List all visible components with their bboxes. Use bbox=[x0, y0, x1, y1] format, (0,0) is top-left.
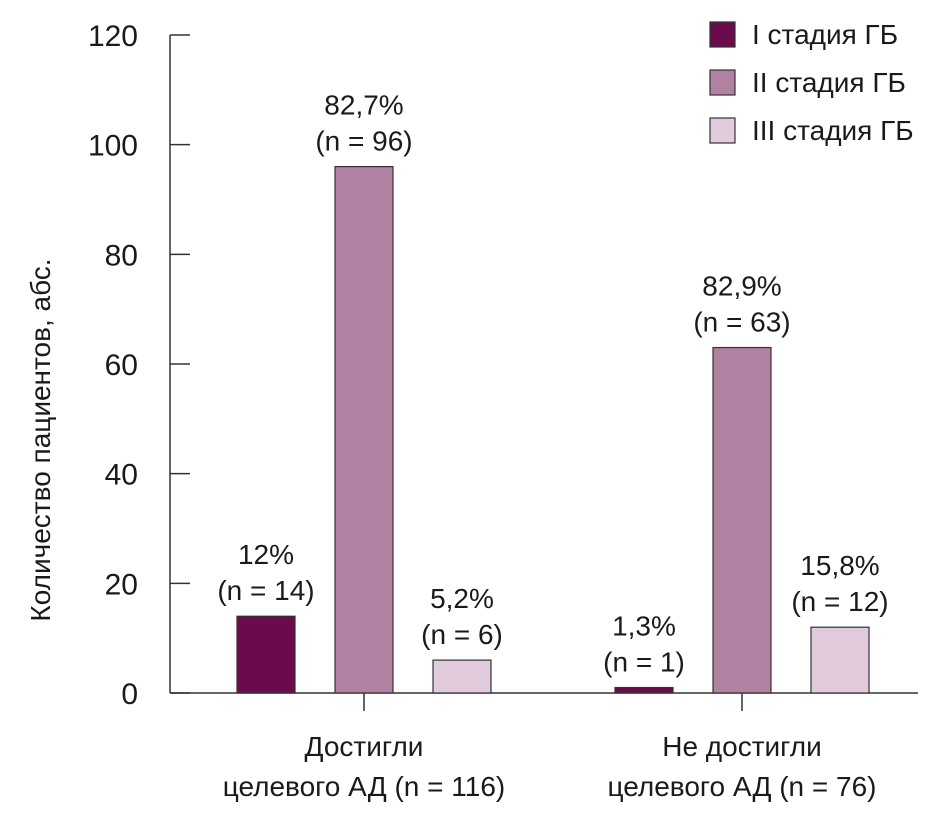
y-tick-label: 120 bbox=[88, 20, 138, 53]
y-tick-label: 60 bbox=[105, 349, 138, 382]
y-tick-label: 80 bbox=[105, 239, 138, 272]
bar-data-label: 82,7% bbox=[324, 90, 403, 121]
legend-label: II стадия ГБ bbox=[752, 67, 906, 98]
bar-data-label: (n = 6) bbox=[421, 619, 503, 650]
x-axis: Достигли целевого АД (n = 116) Не достигли… bbox=[170, 692, 918, 802]
bar-data-label: 15,8% bbox=[800, 550, 879, 581]
bar-data-label: (n = 96) bbox=[315, 126, 412, 157]
x-category-label: целевого АД (n = 76) bbox=[608, 771, 877, 802]
bar-data-label: 12% bbox=[238, 539, 294, 570]
legend: I стадия ГБ II стадия ГБ III стадия ГБ bbox=[709, 19, 914, 146]
x-category-label: Достигли bbox=[305, 731, 424, 762]
bar bbox=[810, 626, 870, 694]
legend-label: I стадия ГБ bbox=[752, 19, 898, 50]
x-category-label: Не достигли bbox=[662, 731, 822, 762]
y-tick-label: 20 bbox=[105, 568, 138, 601]
legend-swatch bbox=[709, 117, 736, 144]
y-tick-label: 100 bbox=[88, 130, 138, 163]
bar-data-label: (n = 14) bbox=[217, 575, 314, 606]
bars bbox=[236, 166, 870, 694]
y-tick-label: 40 bbox=[105, 459, 138, 492]
y-axis-title: Количество пациентов, абс. bbox=[25, 258, 56, 621]
legend-label: III стадия ГБ bbox=[752, 115, 914, 146]
y-tick-label: 0 bbox=[121, 678, 138, 711]
bar bbox=[712, 346, 772, 694]
bar-data-label: (n = 63) bbox=[693, 307, 790, 338]
bar-data-label: 5,2% bbox=[430, 583, 494, 614]
y-axis: 0 20 40 60 80 100 120 bbox=[88, 20, 190, 711]
x-category-label: целевого АД (n = 116) bbox=[223, 771, 505, 802]
bar bbox=[432, 659, 492, 694]
bar-data-label: (n = 1) bbox=[603, 647, 685, 678]
bar bbox=[334, 166, 394, 694]
legend-swatch bbox=[709, 21, 736, 48]
bar bbox=[236, 615, 296, 694]
legend-swatch bbox=[709, 69, 736, 96]
bar bbox=[614, 686, 674, 694]
bar-data-label: 1,3% bbox=[612, 611, 676, 642]
data-labels: 12% (n = 14) 82,7% (n = 96) 5,2% (n = 6) 1,3% (… bbox=[217, 90, 888, 678]
bar-data-label: (n = 12) bbox=[791, 586, 888, 617]
bar-data-label: 82,9% bbox=[702, 271, 781, 302]
